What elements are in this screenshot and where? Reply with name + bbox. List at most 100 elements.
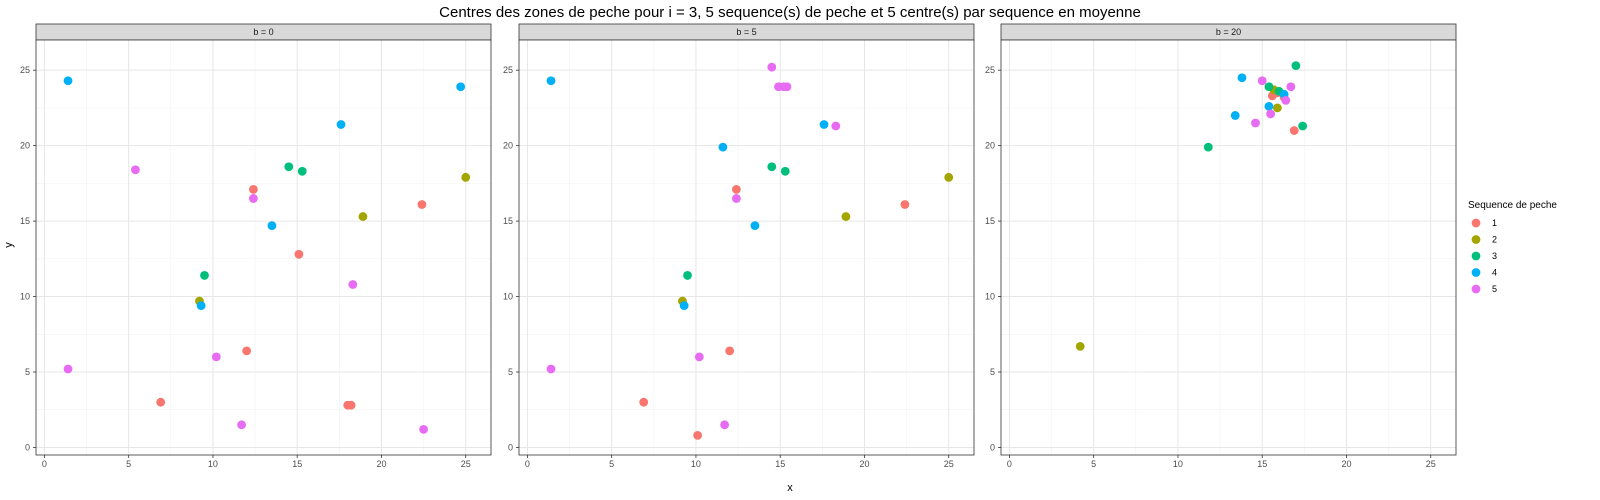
legend: Sequence de peche 1 2 3 4 5 (1468, 200, 1557, 294)
data-point (1281, 95, 1291, 105)
legend-key (1471, 268, 1481, 277)
y-tick-label: 5 (508, 367, 513, 377)
data-point (456, 82, 466, 92)
data-point (336, 120, 346, 129)
y-tick-label: 25 (20, 65, 30, 75)
panel-strip-label: b = 5 (736, 27, 756, 37)
x-tick-label: 25 (1426, 459, 1436, 469)
data-point (767, 62, 777, 72)
y-tick-label: 5 (25, 367, 30, 377)
data-point (731, 185, 741, 194)
x-tick-label: 20 (376, 459, 386, 469)
data-point (1289, 126, 1299, 135)
data-point (1272, 103, 1282, 113)
data-point (683, 271, 692, 280)
data-point (546, 76, 556, 86)
data-point (156, 397, 166, 407)
data-point (831, 121, 841, 131)
data-point (546, 364, 556, 374)
legend-key (1471, 218, 1481, 228)
x-tick-label: 5 (126, 459, 131, 469)
y-tick-label: 10 (503, 292, 513, 302)
y-tick-label: 20 (503, 141, 513, 151)
panel-border (518, 39, 975, 456)
data-point (679, 301, 689, 310)
data-point (248, 185, 258, 194)
data-point (1203, 142, 1213, 152)
legend-label: 2 (1492, 235, 1497, 245)
panel-background (519, 40, 974, 455)
x-tick-label: 10 (1173, 459, 1183, 469)
data-point (1075, 341, 1085, 351)
data-point (294, 249, 304, 259)
x-tick-label: 20 (1341, 459, 1351, 469)
legend-label: 3 (1492, 251, 1497, 261)
data-point (900, 200, 910, 209)
y-tick-label: 15 (503, 216, 513, 226)
x-tick-label: 0 (1007, 459, 1012, 469)
legend-key (1471, 284, 1481, 294)
data-point (242, 346, 252, 356)
x-tick-label: 10 (691, 459, 701, 469)
data-point (1264, 102, 1274, 111)
x-tick-label: 10 (208, 459, 218, 469)
data-point (1298, 121, 1308, 131)
panel-3: b = 20 0 5 10 15 20 25 0 5 10 15 20 25 (985, 23, 1457, 469)
y-tick-label: 0 (508, 442, 513, 452)
data-point (348, 280, 358, 289)
panel-2: b = 5 0 5 10 15 20 25 0 5 10 15 20 25 (503, 23, 975, 469)
panel-strip-label: b = 0 (253, 27, 273, 37)
data-point (131, 165, 140, 175)
x-tick-label: 0 (525, 459, 530, 469)
x-tick-label: 5 (1091, 459, 1096, 469)
data-point (782, 82, 792, 92)
legend-title: Sequence de peche (1468, 200, 1557, 211)
panel-border (1000, 39, 1457, 456)
y-tick-label: 0 (990, 442, 995, 452)
x-tick-label: 5 (609, 459, 614, 469)
x-tick-label: 25 (461, 459, 471, 469)
y-tick-label: 20 (20, 141, 30, 151)
panel-border (35, 39, 492, 456)
data-point (944, 172, 954, 182)
data-point (358, 212, 368, 221)
data-point (720, 420, 729, 430)
data-point (1266, 109, 1276, 119)
y-tick-label: 25 (985, 65, 995, 75)
data-point (63, 364, 73, 374)
y-tick-label: 10 (20, 292, 30, 302)
data-point (417, 200, 427, 209)
data-point (200, 271, 209, 280)
data-point (1257, 76, 1267, 86)
data-point (725, 346, 735, 356)
data-point (237, 420, 246, 430)
data-point (693, 430, 703, 440)
data-point (1286, 82, 1296, 92)
data-point (780, 166, 790, 176)
panel-background (36, 40, 491, 455)
y-tick-label: 15 (20, 216, 30, 226)
panel-1: b = 0 0 5 10 15 20 25 0 5 10 15 20 25 (20, 23, 492, 469)
panels: b = 0 0 5 10 15 20 25 0 5 10 15 20 25 b = 5 0 5 10 15 20 25… (20, 23, 1457, 469)
data-point (718, 142, 728, 152)
data-point (1237, 73, 1247, 83)
x-tick-label: 15 (292, 459, 302, 469)
data-point (694, 352, 704, 362)
chart-title: Centres des zones de peche pour i = 3, 5… (439, 4, 1141, 21)
panel-strip-label: b = 20 (1216, 27, 1241, 37)
data-point (63, 76, 73, 86)
y-tick-label: 25 (503, 65, 513, 75)
x-tick-label: 25 (944, 459, 954, 469)
legend-label: 1 (1492, 218, 1497, 228)
data-point (419, 424, 428, 434)
data-point (750, 221, 760, 231)
x-tick-label: 20 (859, 459, 869, 469)
data-point (284, 162, 294, 172)
legend-label: 4 (1492, 268, 1497, 278)
x-tick-label: 0 (42, 459, 47, 469)
data-point (841, 212, 851, 221)
data-point (731, 194, 741, 203)
legend-label: 5 (1492, 284, 1497, 294)
data-point (1291, 61, 1301, 71)
